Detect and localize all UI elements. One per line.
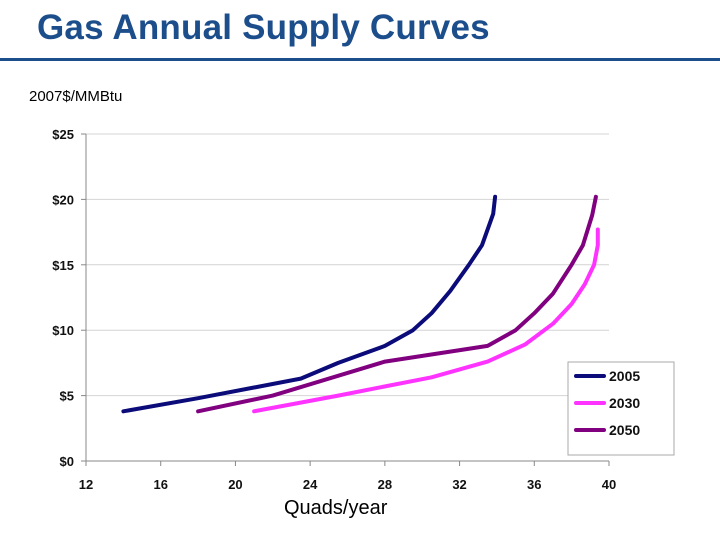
series-lines	[121, 194, 600, 414]
y-tick-label-0: $0	[60, 454, 74, 469]
slide-title: Gas Annual Supply Curves	[37, 8, 490, 47]
axes	[81, 133, 610, 466]
series-line-2005	[121, 194, 498, 414]
x-tick-label-4: 28	[378, 477, 392, 492]
x-tick-label-2: 20	[228, 477, 242, 492]
y-tick-label-5: $25	[52, 127, 74, 142]
title-divider	[0, 58, 720, 61]
y-axis-units-label: 2007$/MMBtu	[29, 88, 123, 105]
y-tick-label-4: $20	[52, 192, 74, 207]
legend: 2005 2030 2050	[567, 361, 675, 456]
y-tick-label-3: $15	[52, 258, 74, 273]
y-tick-label-1: $5	[60, 389, 74, 404]
legend-label-2050: 2050	[609, 422, 640, 438]
x-tick-label-3: 24	[303, 477, 318, 492]
series-line-2050	[196, 194, 598, 414]
x-tick-labels: 12 16 20 24 28 32 36 40	[79, 477, 616, 492]
legend-label-2030: 2030	[609, 395, 640, 411]
grid-lines	[86, 133, 609, 397]
x-tick-label-6: 36	[527, 477, 541, 492]
series-line-2030	[252, 227, 600, 414]
x-tick-label-7: 40	[602, 477, 616, 492]
y-tick-labels: $0 $5 $10 $15 $20 $25	[52, 127, 74, 469]
y-tick-label-2: $10	[52, 323, 74, 338]
x-tick-label-5: 32	[452, 477, 466, 492]
legend-label-2005: 2005	[609, 368, 640, 384]
x-axis-title: Quads/year	[284, 497, 388, 519]
x-tick-label-0: 12	[79, 477, 93, 492]
x-tick-label-1: 16	[153, 477, 167, 492]
